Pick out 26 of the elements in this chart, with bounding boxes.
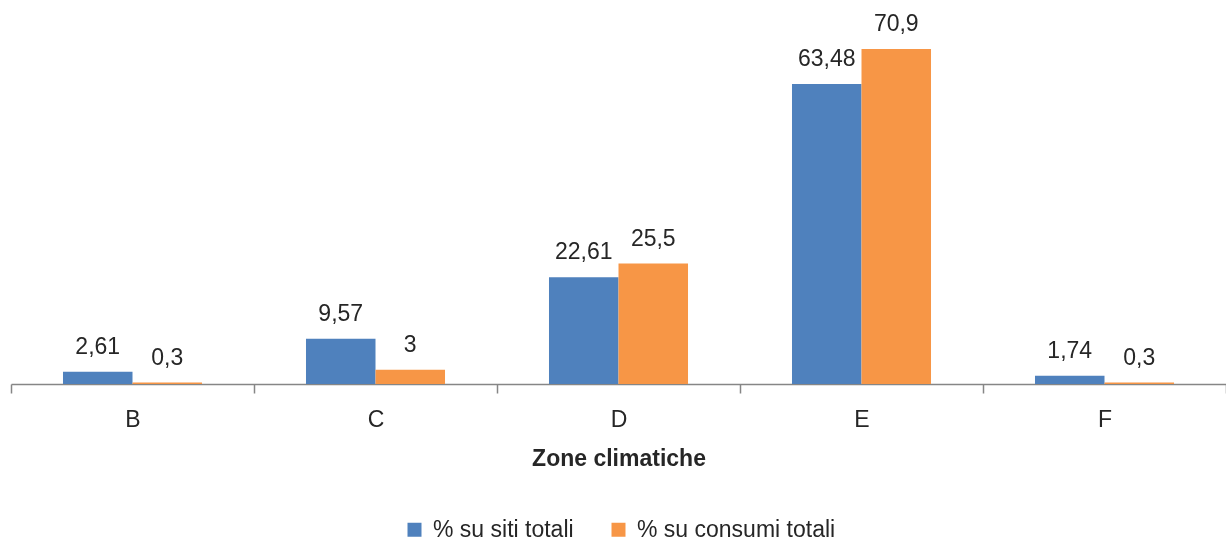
bar	[618, 263, 689, 384]
x-tick-label: F	[1097, 405, 1113, 432]
x-axis-title: Zone climatiche	[532, 444, 706, 471]
data-label: 25,5	[630, 224, 676, 251]
x-tick-label: B	[125, 405, 141, 432]
bar	[62, 371, 133, 384]
data-label: 70,9	[873, 10, 919, 36]
legend-label: % su siti totali	[433, 515, 574, 542]
bar	[548, 277, 619, 384]
bar	[791, 84, 862, 384]
bar	[1034, 375, 1105, 384]
data-label: 0,3	[151, 343, 184, 370]
data-label: 1,74	[1047, 336, 1093, 363]
data-label: 2,61	[75, 332, 121, 359]
x-tick-label: C	[367, 405, 385, 432]
bar	[861, 49, 932, 384]
data-label: 0,3	[1123, 343, 1156, 370]
data-label: 63,48	[797, 45, 856, 72]
bar	[305, 338, 376, 384]
x-tick-label: D	[610, 405, 628, 432]
legend-label: % su consumi totali	[637, 515, 836, 542]
data-label: 22,61	[554, 238, 613, 265]
data-label: 3	[403, 330, 417, 357]
x-tick-label: E	[854, 405, 870, 432]
bar	[375, 369, 446, 384]
data-label: 9,57	[318, 299, 364, 326]
